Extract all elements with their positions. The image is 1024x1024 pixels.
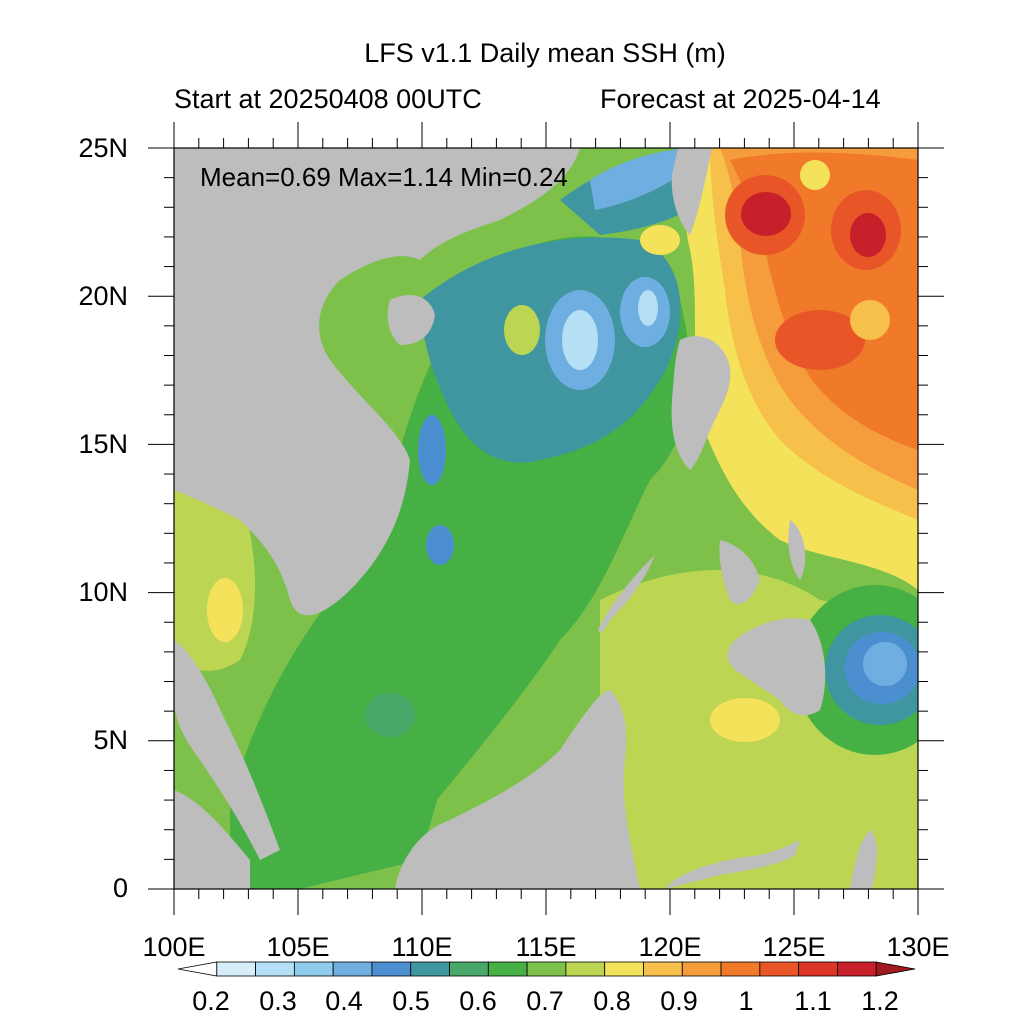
colorbar-label: 0.3 bbox=[259, 986, 297, 1016]
x-tick-label: 110E bbox=[391, 932, 453, 962]
y-tick-label: 5N bbox=[93, 725, 128, 755]
colorbar-swatch bbox=[487, 961, 528, 977]
colorbar-swatch bbox=[449, 961, 489, 977]
colorbar-swatch bbox=[255, 961, 295, 977]
colorbar-swatch bbox=[837, 961, 877, 977]
colorbar-swatch bbox=[565, 961, 606, 977]
colorbar-label: 1.2 bbox=[861, 986, 899, 1016]
colorbar-label: 0.8 bbox=[593, 986, 631, 1016]
y-tick-label: 25N bbox=[78, 133, 128, 163]
colorbar-label: 0.6 bbox=[459, 986, 497, 1016]
y-tick-label: 20N bbox=[78, 281, 128, 311]
y-tick-label: 10N bbox=[78, 577, 128, 607]
colorbar-swatch bbox=[720, 961, 761, 977]
forecast-time-label: Forecast at 2025-04-14 bbox=[600, 84, 881, 114]
x-tick-label: 105E bbox=[266, 932, 330, 962]
y-tick-label: 15N bbox=[78, 429, 128, 459]
x-tick-label: 130E bbox=[886, 932, 950, 962]
colorbar-swatch bbox=[759, 961, 800, 977]
colorbar-swatch bbox=[371, 961, 412, 977]
colorbar-swatch bbox=[177, 961, 218, 977]
axis-ticks bbox=[148, 122, 944, 915]
colorbar-swatch bbox=[798, 961, 838, 977]
stats-annotation: Mean=0.69 Max=1.14 Min=0.24 bbox=[200, 162, 568, 192]
x-tick-label: 125E bbox=[762, 932, 826, 962]
colorbar-swatch bbox=[216, 961, 256, 977]
map-title: LFS v1.1 Daily mean SSH (m) bbox=[364, 38, 726, 68]
colorbar-label: 0.7 bbox=[526, 986, 564, 1016]
x-tick-label: 100E bbox=[142, 932, 206, 962]
colorbar-swatch bbox=[643, 961, 683, 977]
colorbar-label: 0.9 bbox=[660, 986, 698, 1016]
colorbar-swatch bbox=[526, 961, 567, 977]
x-tick-label: 120E bbox=[638, 932, 702, 962]
colorbar-label: 1.1 bbox=[794, 986, 832, 1016]
start-time-label: Start at 20250408 00UTC bbox=[174, 84, 482, 114]
colorbar-label: 0.2 bbox=[192, 986, 230, 1016]
y-tick-label: 0 bbox=[112, 873, 128, 903]
colorbar-swatch bbox=[875, 961, 916, 977]
colorbar bbox=[177, 961, 916, 977]
colorbar-swatch bbox=[332, 961, 373, 977]
land bbox=[174, 148, 877, 889]
x-tick-label: 115E bbox=[515, 932, 577, 962]
ssh-field bbox=[174, 148, 918, 889]
colorbar-swatch bbox=[410, 961, 450, 977]
colorbar-swatch bbox=[293, 961, 334, 977]
colorbar-label: 0.4 bbox=[325, 986, 363, 1016]
colorbar-swatch bbox=[681, 961, 722, 977]
colorbar-swatch bbox=[604, 961, 644, 977]
colorbar-label: 1 bbox=[738, 986, 754, 1016]
colorbar-label: 0.5 bbox=[392, 986, 430, 1016]
